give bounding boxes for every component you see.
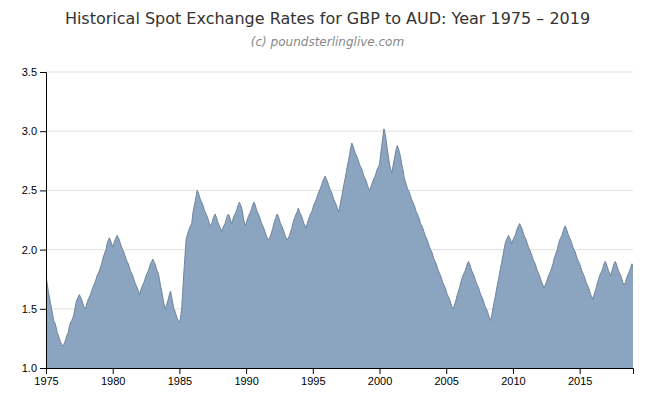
line (46, 129, 633, 347)
y-tick: 1.5 (22, 303, 46, 315)
y-tick: 1.0 (22, 362, 46, 374)
x-tick-mark (179, 368, 180, 374)
x-tick-label: 1975 (34, 375, 58, 387)
y-tick: 2.0 (22, 244, 46, 256)
y-tick-label: 3.0 (22, 125, 37, 137)
x-tick-mark (580, 368, 581, 374)
x-tick-mark (513, 368, 514, 374)
x-tick-mark (313, 368, 314, 374)
marks (46, 129, 633, 368)
x-tick: 1985 (168, 368, 192, 387)
y-tick: 3.5 (22, 66, 46, 78)
x-tick-label: 1980 (101, 375, 125, 387)
y-tick-mark (40, 368, 46, 369)
y-tick-mark (40, 72, 46, 73)
y-tick-mark (40, 250, 46, 251)
x-tick-mark (246, 368, 247, 374)
x-tick-label: 2005 (434, 375, 458, 387)
chart: Historical Spot Exchange Rates for GBP t… (0, 0, 655, 400)
x-tick-label: 2015 (568, 375, 592, 387)
x-tick-mark (380, 368, 381, 374)
y-axis: 1.0 1.5 2.0 2.5 3.0 3.5 (22, 66, 47, 374)
x-tick: 2015 (568, 368, 592, 387)
grid-line (46, 72, 633, 73)
x-tick: 2010 (501, 368, 525, 387)
x-axis-line (47, 369, 634, 375)
x-tick: 2000 (368, 368, 392, 387)
x-tick-label: 2010 (501, 375, 525, 387)
y-tick-mark (40, 131, 46, 132)
y-tick: 2.5 (22, 184, 46, 196)
x-tick: 1975 (34, 368, 58, 387)
x-tick-label: 1990 (234, 375, 258, 387)
plot: 1975198019851990199520002005201020151.01… (22, 66, 634, 387)
subtitle: (c) poundsterlinglive.com (251, 35, 404, 49)
y-tick-mark (40, 309, 46, 310)
y-tick-label: 3.5 (22, 66, 37, 78)
x-tick-label: 1995 (301, 375, 325, 387)
grid-line (46, 131, 633, 132)
x-tick: 1990 (234, 368, 258, 387)
x-tick-label: 2000 (368, 375, 392, 387)
x-tick: 1980 (101, 368, 125, 387)
x-axis: 1975 1980 1985 1990 1995 2000 2005 2010 2015 (34, 368, 633, 387)
y-axis-line (40, 73, 47, 369)
x-tick-mark (446, 368, 447, 374)
area (46, 129, 633, 368)
title: Historical Spot Exchange Rates for GBP t… (65, 9, 590, 28)
x-tick-label: 1985 (168, 375, 192, 387)
y-tick-label: 2.5 (22, 184, 37, 196)
grid (46, 72, 633, 368)
x-tick: 1995 (301, 368, 325, 387)
x-tick-mark (113, 368, 114, 374)
grid-line (46, 190, 633, 191)
y-tick-mark (40, 190, 46, 191)
y-tick-label: 2.0 (22, 244, 37, 256)
y-tick-label: 1.0 (22, 362, 37, 374)
y-tick-label: 1.5 (22, 303, 37, 315)
x-tick: 2005 (434, 368, 458, 387)
y-tick: 3.0 (22, 125, 46, 137)
